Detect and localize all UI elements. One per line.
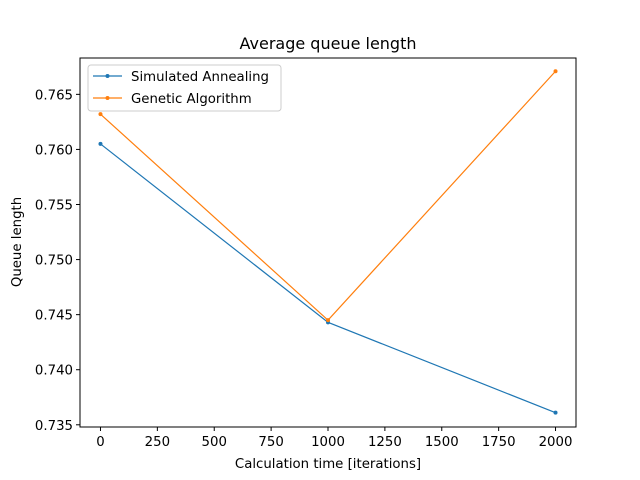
x-tick-label: 0 bbox=[96, 435, 104, 450]
data-point bbox=[98, 141, 103, 146]
data-point bbox=[553, 410, 558, 415]
y-tick-label: 0.765 bbox=[35, 88, 73, 103]
chart-title: Average queue length bbox=[240, 34, 417, 53]
x-tick-label: 750 bbox=[258, 435, 283, 450]
x-tick-label: 1250 bbox=[368, 435, 402, 450]
legend-marker-1 bbox=[105, 74, 110, 78]
legend-label-1: Simulated Annealing bbox=[131, 70, 269, 85]
data-point bbox=[326, 318, 330, 323]
y-tick-label: 0.740 bbox=[35, 364, 73, 379]
x-tick-label: 1000 bbox=[311, 435, 345, 450]
y-tick-label: 0.755 bbox=[35, 198, 73, 213]
x-tick-label: 500 bbox=[202, 435, 227, 450]
series-line-1 bbox=[100, 143, 556, 414]
y-tick-label: 0.745 bbox=[35, 309, 73, 324]
y-axis-label: Queue length bbox=[10, 197, 25, 287]
y-tick-label: 0.760 bbox=[35, 143, 73, 158]
x-tick-label: 250 bbox=[145, 435, 170, 450]
y-tick-label: 0.750 bbox=[35, 254, 73, 269]
y-tick-label: 0.735 bbox=[35, 419, 73, 434]
axes-frame bbox=[79, 57, 577, 428]
x-axis-label: Calculation time [iterations] bbox=[235, 457, 421, 472]
legend-label-2: Genetic Algorithm bbox=[131, 92, 252, 107]
data-point bbox=[553, 69, 558, 74]
plot-area: 0 250 500 750 1000 1250 1500 1750 2000 0.735 0.740… bbox=[35, 57, 577, 450]
x-tick-label: 1500 bbox=[425, 435, 459, 450]
legend-box bbox=[87, 64, 282, 112]
data-point bbox=[98, 112, 103, 117]
legend-marker-2 bbox=[105, 96, 110, 100]
legend: Simulated Annealing Genetic Algorithm bbox=[87, 64, 282, 112]
x-tick-label: 2000 bbox=[539, 435, 573, 450]
x-tick-label: 1750 bbox=[482, 435, 516, 450]
